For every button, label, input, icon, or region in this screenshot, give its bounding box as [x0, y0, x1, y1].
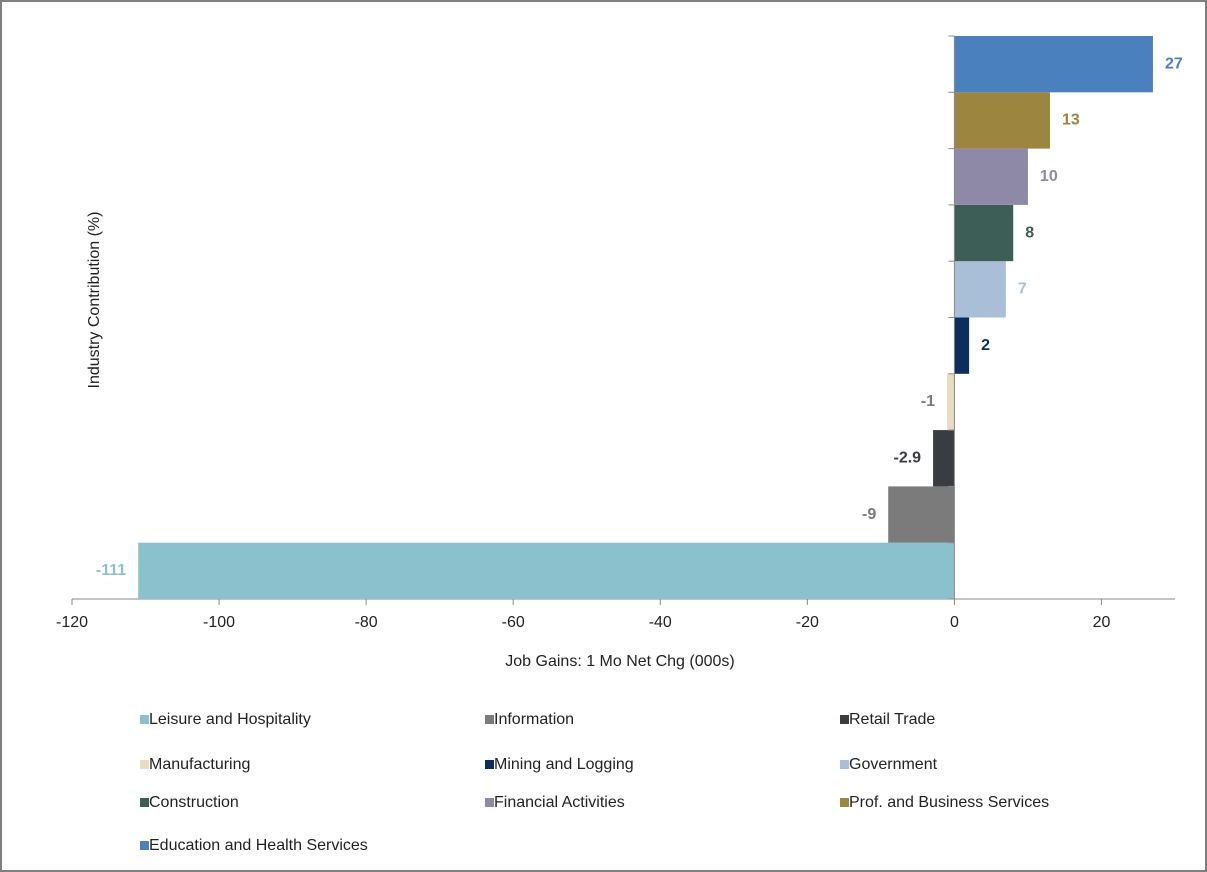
legend-swatch [485, 760, 494, 769]
bar [954, 317, 970, 374]
bar [954, 92, 1050, 149]
x-axis-label: Job Gains: 1 Mo Net Chg (000s) [505, 653, 734, 670]
value-label: 8 [1025, 224, 1034, 241]
x-tick-label: 0 [950, 614, 959, 631]
bar [947, 373, 955, 431]
value-label: -9 [862, 506, 876, 523]
legend-label: Prof. and Business Services [849, 794, 1049, 811]
legend-label: Mining and Logging [494, 756, 634, 773]
legend-swatch [140, 841, 149, 850]
legend-swatch [140, 715, 149, 724]
legend-swatch [840, 798, 849, 807]
x-tick-label: -40 [649, 614, 672, 631]
x-tick-label: -80 [355, 614, 378, 631]
legend-label: Government [849, 756, 938, 773]
bar [888, 486, 955, 543]
y-axis-label: Industry Contribution (%) [86, 212, 103, 389]
legend-label: Education and Health Services [149, 837, 368, 854]
value-label: -111 [96, 562, 126, 579]
x-tick-label: -120 [56, 614, 88, 631]
bar [954, 204, 1014, 262]
bar [954, 261, 1006, 318]
legend-label: Information [494, 711, 574, 728]
x-tick-label: -60 [502, 614, 525, 631]
x-tick-label: -20 [796, 614, 819, 631]
legend-label: Retail Trade [849, 711, 935, 728]
legend-swatch [485, 798, 494, 807]
bar [933, 430, 955, 487]
legend-swatch [140, 798, 149, 807]
value-label: 7 [1018, 281, 1027, 298]
legend-swatch [485, 715, 494, 724]
bar [138, 542, 955, 599]
legend-label: Financial Activities [494, 794, 625, 811]
value-label: 2 [981, 337, 990, 354]
legend-swatch [840, 715, 849, 724]
bar [954, 148, 1028, 205]
value-label: 27 [1165, 55, 1183, 72]
legend-swatch [840, 760, 849, 769]
value-label: 13 [1062, 112, 1080, 129]
legend-label: Manufacturing [149, 756, 250, 773]
x-tick-label: 20 [1093, 614, 1111, 631]
legend-label: Construction [149, 794, 239, 811]
value-label: -2.9 [893, 449, 921, 466]
legend-swatch [140, 760, 149, 769]
legend-label: Leisure and Hospitality [149, 711, 311, 728]
bar [954, 36, 1153, 93]
value-label: 10 [1040, 168, 1058, 185]
value-label: -1 [921, 393, 935, 410]
x-tick-label: -100 [203, 614, 235, 631]
